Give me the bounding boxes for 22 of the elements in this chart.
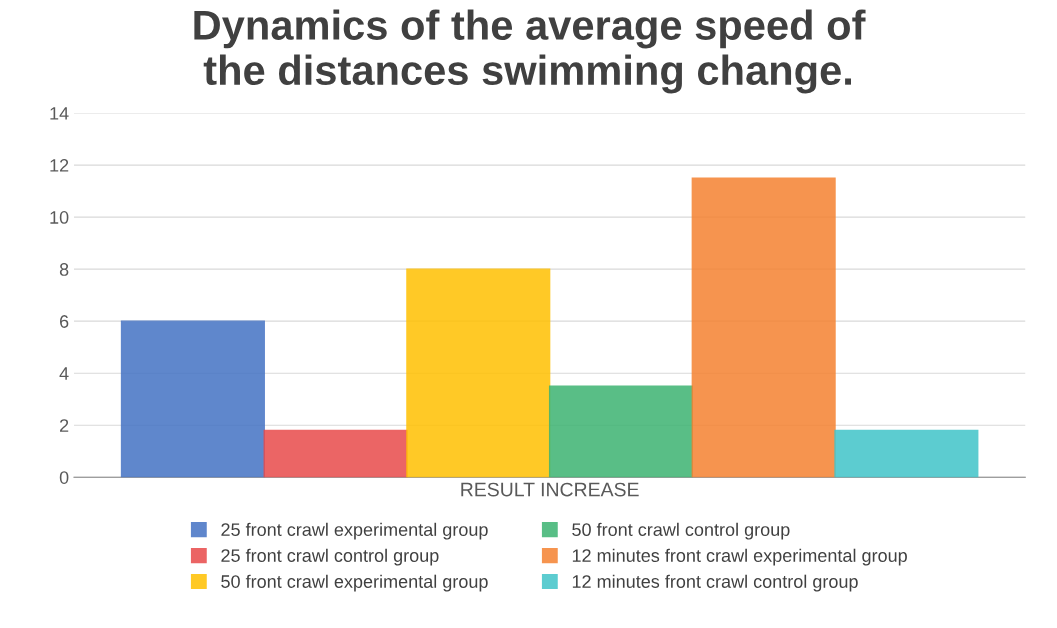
y-tick-label: 6 — [60, 315, 69, 328]
y-tick-label: 12 — [50, 159, 69, 172]
legend-label: 12 minutes front crawl control group — [572, 574, 858, 592]
legend-label: 50 front crawl experimental group — [221, 574, 488, 592]
bar — [263, 429, 408, 478]
legend-label: 25 front crawl experimental group — [221, 522, 488, 540]
bar — [548, 385, 694, 478]
y-tick-label: 8 — [59, 263, 69, 276]
x-tick-label: RESULT INCREASE — [461, 482, 639, 497]
bar — [691, 177, 836, 478]
y-tick-label: 0 — [59, 471, 69, 484]
y-tick-label: 10 — [50, 211, 69, 224]
legend-label: 25 front crawl control group — [221, 548, 439, 566]
y-tick-label: 4 — [59, 367, 69, 380]
legend-label: 50 front crawl control group — [572, 522, 790, 540]
legend-label: 12 minutes front crawl experimental group — [572, 548, 907, 566]
chart-title: Dynamics of the average speed of the distances swimming change. — [194, 9, 866, 94]
bar — [120, 320, 265, 478]
y-tick-label: 2 — [60, 419, 69, 432]
bar — [834, 429, 979, 478]
bar — [406, 268, 551, 478]
y-tick-label: 14 — [50, 107, 69, 120]
